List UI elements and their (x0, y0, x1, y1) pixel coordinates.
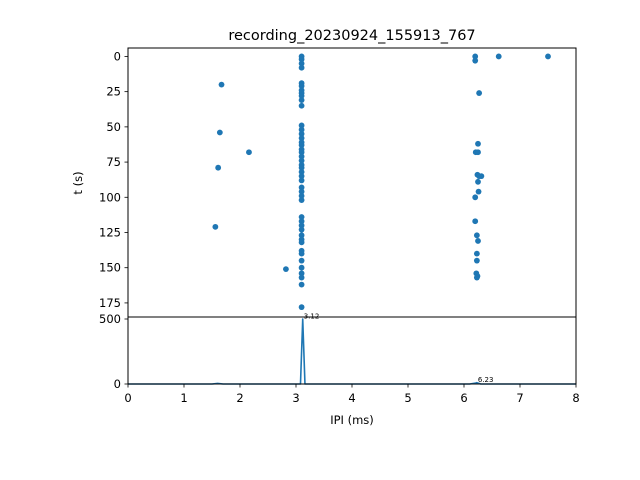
scatter-point (298, 122, 305, 129)
scatter-point (298, 126, 305, 133)
y-tick-label: 125 (99, 225, 121, 239)
scatter-point (298, 250, 305, 257)
x-tick-label: 8 (572, 391, 579, 405)
y-tick-label: 100 (99, 190, 121, 204)
x-tick-label: 2 (236, 391, 243, 405)
scatter-point (472, 218, 479, 225)
x-axis-label: IPI (ms) (330, 413, 374, 427)
scatter-point (298, 214, 305, 220)
scatter-point (473, 257, 480, 264)
scatter-point (246, 149, 252, 156)
scatter-point (475, 238, 481, 244)
scatter-point (298, 83, 305, 89)
scatter-point (298, 131, 305, 137)
scatter-point (212, 223, 219, 230)
histogram-panel: 3.126.23 0 500 0 1 2 3 4 5 6 7 8 IPI (ms) (99, 312, 580, 427)
scatter-point (298, 197, 305, 204)
scatter-point (298, 157, 305, 164)
ipi-histogram-line (128, 318, 576, 385)
scatter-point (298, 257, 305, 264)
scatter-point (472, 194, 479, 201)
scatter-point (298, 56, 305, 63)
scatter-point (475, 149, 481, 156)
scatter-point (473, 232, 480, 239)
scatter-panel: 0 25 50 75 100 125 150 175 t (s) (71, 47, 577, 318)
scatter-point (298, 102, 305, 109)
y-tick-label: 0 (114, 377, 121, 391)
scatter-point (476, 90, 483, 96)
y-axis-label: t (s) (71, 171, 85, 194)
scatter-point (473, 274, 480, 281)
scatter-point (298, 153, 305, 160)
scatter-point (298, 192, 305, 199)
x-tick-label: 3 (292, 391, 299, 405)
histogram-panel-frame (127, 316, 577, 385)
x-tick-label: 7 (516, 391, 523, 405)
scatter-point (475, 140, 481, 147)
x-axis-ticks: 0 1 2 3 4 5 6 7 8 (124, 384, 580, 405)
scatter-point (298, 60, 305, 67)
scatter-point (298, 64, 305, 71)
scatter-point (545, 53, 551, 60)
scatter-point (475, 188, 482, 195)
y-tick-label: 75 (106, 155, 121, 169)
scatter-panel-frame (127, 47, 577, 318)
scatter-point (298, 173, 305, 180)
y-tick-label: 50 (106, 120, 121, 134)
scatter-point (475, 178, 481, 185)
scatter-point (216, 129, 223, 136)
chart-title: recording_20230924_155913_767 (228, 28, 475, 44)
scatter-point (472, 53, 479, 60)
scatter-point (298, 270, 305, 277)
scatter-points (212, 53, 551, 311)
scatter-point (215, 164, 222, 171)
scatter-point (298, 281, 305, 288)
peak-annotations: 3.126.23 (304, 313, 494, 385)
scatter-point (495, 53, 502, 60)
y-tick-label: 25 (106, 85, 121, 99)
y-tick-label: 175 (99, 296, 121, 310)
scatter-point (298, 226, 305, 233)
scatter-point (298, 142, 305, 149)
scatter-point (298, 264, 305, 271)
scatter-point (298, 184, 305, 191)
y-tick-label: 150 (99, 261, 121, 275)
scatter-point (298, 232, 305, 239)
scatter-point (298, 222, 305, 229)
scatter-point (298, 135, 305, 142)
scatter-point (298, 164, 305, 171)
x-tick-label: 0 (124, 391, 131, 405)
x-tick-label: 5 (404, 391, 411, 405)
scatter-point (298, 97, 305, 104)
scatter-point (218, 81, 225, 88)
y-tick-label: 500 (99, 312, 121, 326)
x-tick-label: 1 (180, 391, 187, 405)
scatter-point (298, 304, 305, 311)
scatter-point (298, 149, 305, 156)
y-tick-label: 0 (114, 49, 121, 63)
histogram-y-axis-ticks: 0 500 (99, 312, 128, 391)
y-axis-ticks: 0 25 50 75 100 125 150 175 (99, 49, 128, 310)
scatter-point (298, 218, 305, 225)
peak-annotation: 6.23 (478, 376, 494, 384)
scatter-point (298, 92, 305, 99)
scatter-point (298, 274, 305, 281)
x-tick-label: 6 (460, 391, 467, 405)
scatter-point (298, 188, 305, 195)
scatter-point (298, 239, 305, 246)
scatter-point (298, 169, 305, 175)
scatter-point (478, 173, 485, 180)
x-tick-label: 4 (348, 391, 355, 405)
scatter-point (472, 57, 479, 64)
scatter-point (298, 177, 305, 184)
scatter-point (473, 250, 480, 257)
scatter-point (283, 266, 289, 273)
